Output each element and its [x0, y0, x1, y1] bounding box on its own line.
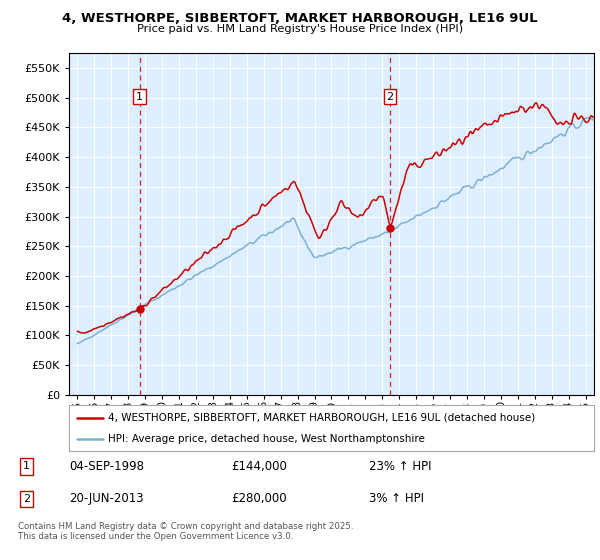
Text: 1: 1	[136, 92, 143, 101]
Text: Price paid vs. HM Land Registry's House Price Index (HPI): Price paid vs. HM Land Registry's House …	[137, 24, 463, 34]
Text: 23% ↑ HPI: 23% ↑ HPI	[369, 460, 431, 473]
Text: 2: 2	[23, 494, 30, 503]
Text: 1: 1	[23, 461, 30, 472]
Text: 4, WESTHORPE, SIBBERTOFT, MARKET HARBOROUGH, LE16 9UL: 4, WESTHORPE, SIBBERTOFT, MARKET HARBORO…	[62, 12, 538, 25]
Text: 20-JUN-2013: 20-JUN-2013	[70, 492, 144, 505]
Text: £144,000: £144,000	[231, 460, 287, 473]
Text: 4, WESTHORPE, SIBBERTOFT, MARKET HARBOROUGH, LE16 9UL (detached house): 4, WESTHORPE, SIBBERTOFT, MARKET HARBORO…	[109, 413, 536, 423]
Text: Contains HM Land Registry data © Crown copyright and database right 2025.
This d: Contains HM Land Registry data © Crown c…	[18, 522, 353, 542]
Text: HPI: Average price, detached house, West Northamptonshire: HPI: Average price, detached house, West…	[109, 435, 425, 444]
Text: £280,000: £280,000	[231, 492, 287, 505]
Text: 3% ↑ HPI: 3% ↑ HPI	[369, 492, 424, 505]
Text: 2: 2	[386, 92, 394, 101]
Text: 04-SEP-1998: 04-SEP-1998	[70, 460, 145, 473]
